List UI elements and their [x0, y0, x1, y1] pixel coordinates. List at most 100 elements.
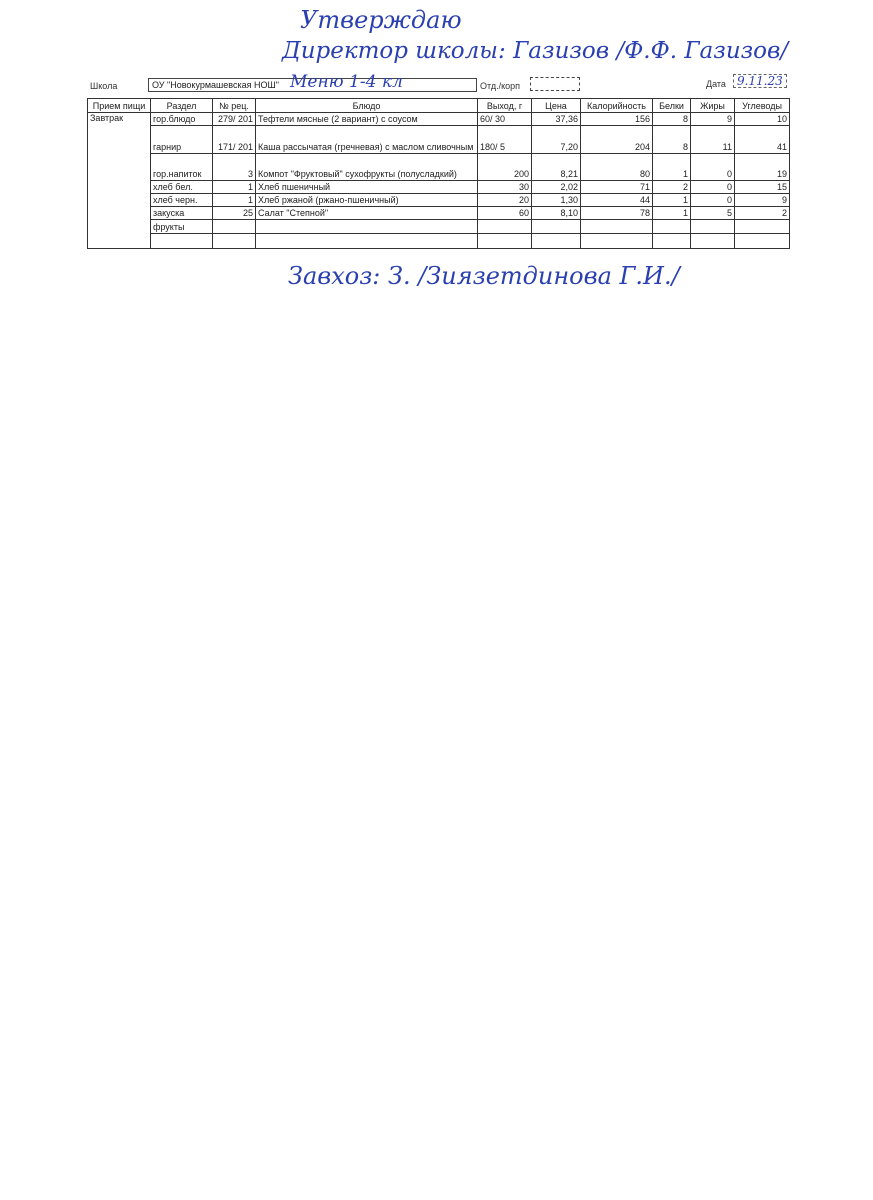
table-cell: 1 [212, 193, 256, 207]
table-cell: 78 [580, 206, 653, 220]
column-header: Цена [531, 98, 581, 113]
table-row: фрукты [88, 219, 790, 234]
table-cell: гор.напиток [150, 153, 213, 181]
table-cell: Компот "Фруктовый" сухофрукты (полусладк… [255, 153, 478, 181]
table-row: закуска 25 Салат "Степной" 60 8,10 78 1 5 2 [88, 206, 790, 220]
table-cell [150, 233, 213, 249]
table-cell: 25 [212, 206, 256, 220]
table-cell [531, 233, 581, 249]
table-cell: 11 [690, 125, 735, 154]
table-cell: 0 [690, 153, 735, 181]
table-cell: хлеб черн. [150, 193, 213, 207]
table-cell [477, 219, 532, 234]
table-row: гор.напиток 3 Компот "Фруктовый" сухофрукт… [88, 153, 790, 181]
menu-note: Меню 1-4 кл [290, 72, 403, 92]
table-cell: 80 [580, 153, 653, 181]
table-cell: 8,21 [531, 153, 581, 181]
column-header: Блюдо [255, 98, 478, 113]
table-row: гарнир 171/ 201 Каша рассычатая (гречневая… [88, 125, 790, 154]
column-header: Белки [652, 98, 691, 113]
column-header: Выход, г [477, 98, 532, 113]
column-header: Прием пищи [87, 98, 151, 113]
table-cell [690, 219, 735, 234]
table-cell: Салат "Степной" [255, 206, 478, 220]
table-cell: 37,36 [531, 112, 581, 126]
table-cell: 1 [652, 206, 691, 220]
storekeeper-signature-line: Завхоз: З. /Зиязетдинова Г.И./ [288, 262, 680, 290]
table-cell: Хлеб пшеничный [255, 180, 478, 194]
table-cell: 60 [477, 206, 532, 220]
table-cell: 8 [652, 112, 691, 126]
table-cell: 1 [212, 180, 256, 194]
date-label: Дата [706, 79, 726, 89]
table-cell: Каша рассычатая (гречневая) с маслом сли… [255, 125, 478, 154]
table-cell [212, 219, 256, 234]
table-row [88, 233, 790, 249]
table-header: Прием пищи Раздел № рец. Блюдо Выход, г Цена К… [87, 98, 790, 113]
table-cell: 1 [652, 193, 691, 207]
column-header: № рец. [212, 98, 256, 113]
table-cell: хлеб бел. [150, 180, 213, 194]
table-cell: 44 [580, 193, 653, 207]
table-cell: 1,30 [531, 193, 581, 207]
meal-cell: Завтрак [87, 112, 151, 249]
school-field: ОУ "Новокурмашевская НОШ" [148, 78, 477, 92]
table-cell: 5 [690, 206, 735, 220]
table-cell: 8,10 [531, 206, 581, 220]
table-cell: гор.блюдо [150, 112, 213, 126]
table-cell: 0 [690, 180, 735, 194]
table-cell: 3 [212, 153, 256, 181]
table-cell [652, 219, 691, 234]
table-cell: 0 [690, 193, 735, 207]
approval-title: Утверждаю [300, 6, 462, 34]
table-cell: 15 [734, 180, 790, 194]
column-header: Калорийность [580, 98, 653, 113]
school-value: ОУ "Новокурмашевская НОШ" [152, 80, 279, 90]
table-cell: 30 [477, 180, 532, 194]
menu-table: Прием пищи Раздел № рец. Блюдо Выход, г Цена К… [87, 98, 790, 249]
table-cell: 2,02 [531, 180, 581, 194]
table-cell [580, 219, 653, 234]
table-cell: Хлеб ржаной (ржано-пшеничный) [255, 193, 478, 207]
dept-field [530, 77, 580, 91]
table-cell: 180/ 5 [477, 125, 532, 154]
table-cell: 71 [580, 180, 653, 194]
table-cell [652, 233, 691, 249]
table-cell [255, 219, 478, 234]
table-cell [690, 233, 735, 249]
table-cell: 200 [477, 153, 532, 181]
column-header: Раздел [150, 98, 213, 113]
date-field: 9.11.23 [733, 74, 787, 88]
table-cell: фрукты [150, 219, 213, 234]
school-label: Школа [90, 81, 118, 91]
table-cell [580, 233, 653, 249]
table-cell: 20 [477, 193, 532, 207]
column-header: Углеводы [734, 98, 790, 113]
table-cell: 8 [652, 125, 691, 154]
table-cell: 10 [734, 112, 790, 126]
table-row: Завтрак гор.блюдо 279/ 201 Тефтели мясные (… [87, 112, 790, 249]
table-cell: 204 [580, 125, 653, 154]
table-cell: 60/ 30 [477, 112, 532, 126]
table-cell: 171/ 201 [212, 125, 256, 154]
table-cell [212, 233, 256, 249]
table-cell: 156 [580, 112, 653, 126]
table-cell: 279/ 201 [212, 112, 256, 126]
table-row: хлеб черн. 1 Хлеб ржаной (ржано-пшеничный)… [88, 193, 790, 207]
table-cell: 9 [690, 112, 735, 126]
table-cell [734, 219, 790, 234]
table-cell: 19 [734, 153, 790, 181]
table-cell: закуска [150, 206, 213, 220]
table-cell: 2 [652, 180, 691, 194]
table-cell: 7,20 [531, 125, 581, 154]
table-cell: 41 [734, 125, 790, 154]
table-cell [531, 219, 581, 234]
table-cell: Тефтели мясные (2 вариант) с соусом [255, 112, 478, 126]
table-cell [477, 233, 532, 249]
table-cell [255, 233, 478, 249]
table-cell: 2 [734, 206, 790, 220]
table-cell: 9 [734, 193, 790, 207]
table-cell: 1 [652, 153, 691, 181]
director-signature-line: Директор школы: Газизов /Ф.Ф. Газизов/ [282, 38, 789, 64]
table-cell [734, 233, 790, 249]
